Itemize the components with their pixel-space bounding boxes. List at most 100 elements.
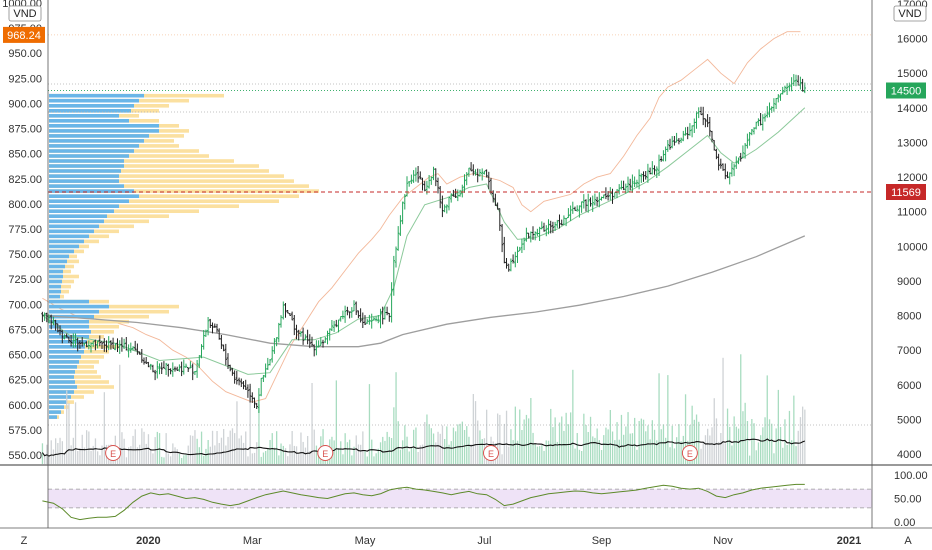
ohlc-bar[interactable] [69,334,73,347]
ohlc-bar[interactable] [615,189,619,199]
ohlc-bar[interactable] [321,339,325,348]
ohlc-bar[interactable] [368,314,371,325]
ohlc-bar[interactable] [445,204,448,214]
ohlc-bar[interactable] [215,323,219,333]
ohlc-bar[interactable] [295,324,298,340]
ohlc-bar[interactable] [505,258,508,269]
ohlc-bar[interactable] [697,107,700,119]
ohlc-bar[interactable] [330,320,334,331]
ohlc-bar[interactable] [450,193,453,203]
ohlc-bar[interactable] [164,362,168,375]
ohlc-bar[interactable] [363,315,367,325]
ohlc-bar[interactable] [401,201,404,225]
ohlc-bar[interactable] [120,337,124,352]
ohlc-bar[interactable] [432,166,435,181]
ohlc-bar[interactable] [162,361,166,369]
ohlc-bar[interactable] [498,208,501,231]
ohlc-bar[interactable] [794,74,798,87]
ohlc-bar[interactable] [237,377,241,386]
price-bars[interactable] [41,74,806,413]
ohlc-bar[interactable] [534,231,537,241]
ohlc-bar[interactable] [43,312,46,321]
ohlc-bar[interactable] [366,318,369,324]
ohlc-bar[interactable] [629,178,632,190]
ohlc-bar[interactable] [476,168,479,183]
ohlc-bar[interactable] [306,329,309,345]
ohlc-bar[interactable] [595,196,599,207]
ohlc-bar[interactable] [427,175,431,189]
ohlc-bar[interactable] [346,306,349,316]
ohlc-bar[interactable] [233,370,236,384]
ohlc-bar[interactable] [151,364,155,373]
ohlc-bar[interactable] [191,363,194,381]
ohlc-bar[interactable] [556,219,559,228]
ohlc-bar[interactable] [134,340,137,351]
ohlc-bar[interactable] [145,357,148,364]
ohlc-bar[interactable] [677,138,681,145]
ohlc-bar[interactable] [746,133,749,149]
ohlc-bar[interactable] [717,153,720,171]
ohlc-bar[interactable] [757,118,760,127]
ohlc-bar[interactable] [496,202,499,210]
ohlc-bar[interactable] [408,181,411,187]
ohlc-bar[interactable] [379,308,382,329]
ohlc-bar[interactable] [235,370,238,385]
ohlc-bar[interactable] [763,113,767,122]
ohlc-bar[interactable] [673,136,676,146]
ohlc-bar[interactable] [61,330,64,344]
ohlc-bar[interactable] [156,361,159,379]
ohlc-bar[interactable] [439,186,442,209]
ohlc-bar[interactable] [158,363,161,375]
ohlc-bar[interactable] [635,179,639,188]
ohlc-bar[interactable] [372,316,376,321]
ohlc-bar[interactable] [394,246,398,268]
ohlc-bar[interactable] [755,121,758,130]
ohlc-bar[interactable] [447,197,451,211]
earnings-marker[interactable]: E [483,445,499,461]
ohlc-bar[interactable] [458,189,462,197]
ohlc-bar[interactable] [414,167,418,182]
ohlc-bar[interactable] [578,205,581,218]
ohlc-bar[interactable] [304,334,307,341]
ohlc-bar[interactable] [699,106,703,116]
ohlc-bar[interactable] [410,174,413,184]
ohlc-bar[interactable] [127,344,130,358]
ohlc-bar[interactable] [308,334,311,349]
ohlc-bar[interactable] [768,102,771,118]
ohlc-bar[interactable] [273,338,276,354]
ohlc-bar[interactable] [332,320,336,332]
ohlc-bar[interactable] [388,313,391,322]
ohlc-bar[interactable] [741,145,745,159]
ohlc-bar[interactable] [81,337,84,347]
ohlc-bar[interactable] [580,201,583,213]
ohlc-bar[interactable] [125,337,128,351]
ohlc-bar[interactable] [721,163,725,171]
ohlc-bar[interactable] [412,170,415,183]
ohlc-bar[interactable] [737,157,740,165]
ohlc-bar[interactable] [743,143,747,159]
ohlc-bar[interactable] [483,170,486,175]
ohlc-bar[interactable] [114,343,117,351]
ohlc-bar[interactable] [343,305,347,323]
ohlc-bar[interactable] [536,228,539,236]
ohlc-bar[interactable] [542,222,546,232]
ohlc-bar[interactable] [85,341,88,348]
ohlc-bar[interactable] [799,76,802,90]
ohlc-bar[interactable] [481,168,484,181]
ohlc-bar[interactable] [220,335,223,349]
ohlc-bar[interactable] [704,118,707,128]
ohlc-bar[interactable] [176,366,179,371]
ohlc-bar[interactable] [98,335,101,347]
ohlc-bar[interactable] [41,311,44,323]
ohlc-bar[interactable] [317,340,320,348]
ohlc-bar[interactable] [708,117,711,137]
ohlc-bar[interactable] [631,174,634,193]
ohlc-bar[interactable] [509,258,513,272]
ohlc-bar[interactable] [76,337,79,352]
ohlc-bar[interactable] [679,137,683,143]
ohlc-bar[interactable] [591,195,594,212]
earnings-marker[interactable]: E [317,445,334,461]
ohlc-bar[interactable] [184,363,188,368]
ohlc-bar[interactable] [169,368,172,375]
ohlc-bar[interactable] [551,221,555,234]
